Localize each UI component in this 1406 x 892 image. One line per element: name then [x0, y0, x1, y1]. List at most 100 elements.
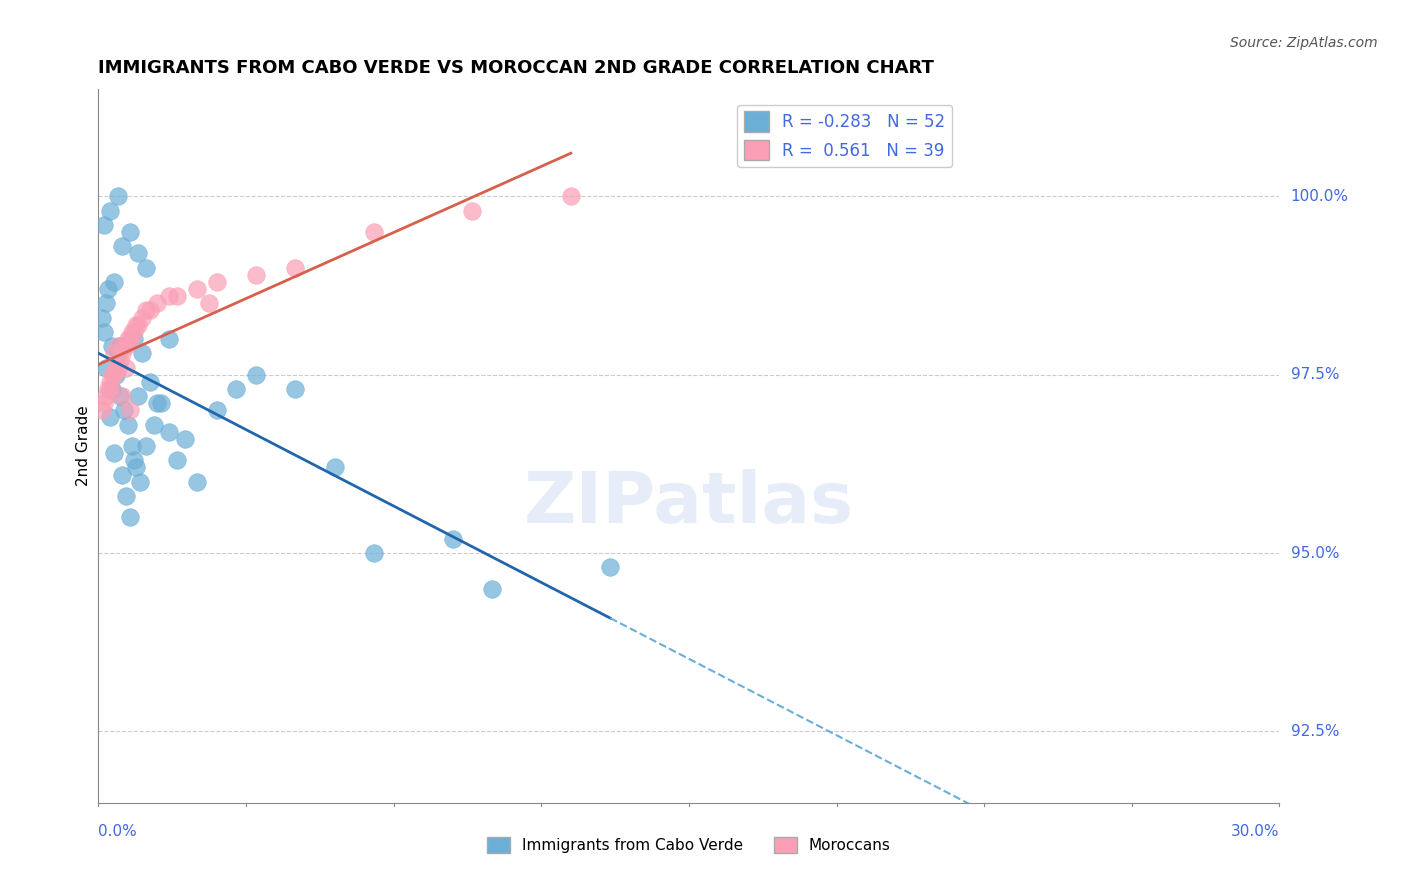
- Point: [118, 403, 141, 417]
- Point: [166, 453, 188, 467]
- Point: [93, 396, 115, 410]
- Point: [284, 382, 307, 396]
- Point: [107, 346, 129, 360]
- Point: [98, 375, 121, 389]
- Point: [121, 439, 143, 453]
- Point: [107, 360, 129, 375]
- Point: [96, 389, 118, 403]
- Point: [101, 339, 124, 353]
- Point: [115, 339, 138, 353]
- Point: [101, 368, 124, 382]
- Point: [97, 282, 120, 296]
- Point: [117, 332, 139, 346]
- Point: [91, 310, 114, 325]
- Legend: Immigrants from Cabo Verde, Moroccans: Immigrants from Cabo Verde, Moroccans: [481, 831, 897, 859]
- Point: [98, 382, 121, 396]
- Point: [111, 467, 134, 482]
- Point: [157, 332, 180, 346]
- Point: [91, 403, 114, 417]
- Text: Source: ZipAtlas.com: Source: ZipAtlas.com: [1230, 36, 1378, 50]
- Point: [103, 346, 125, 360]
- Point: [174, 432, 197, 446]
- Point: [103, 275, 125, 289]
- Text: 0.0%: 0.0%: [98, 824, 138, 839]
- Point: [284, 260, 307, 275]
- Point: [122, 332, 145, 346]
- Point: [125, 460, 148, 475]
- Point: [135, 303, 157, 318]
- Point: [98, 410, 121, 425]
- Point: [323, 460, 346, 475]
- Point: [118, 510, 141, 524]
- Point: [197, 296, 219, 310]
- Point: [461, 203, 484, 218]
- Text: IMMIGRANTS FROM CABO VERDE VS MOROCCAN 2ND GRADE CORRELATION CHART: IMMIGRANTS FROM CABO VERDE VS MOROCCAN 2…: [98, 59, 935, 77]
- Point: [157, 425, 180, 439]
- Point: [115, 360, 138, 375]
- Point: [205, 403, 228, 417]
- Text: ZIPatlas: ZIPatlas: [524, 468, 853, 538]
- Text: 95.0%: 95.0%: [1291, 546, 1339, 560]
- Point: [245, 368, 267, 382]
- Point: [117, 417, 139, 432]
- Point: [127, 318, 149, 332]
- Point: [560, 189, 582, 203]
- Point: [138, 375, 160, 389]
- Point: [111, 389, 134, 403]
- Point: [150, 396, 173, 410]
- Point: [93, 325, 115, 339]
- Point: [112, 339, 135, 353]
- Point: [93, 218, 115, 232]
- Point: [97, 382, 120, 396]
- Point: [363, 225, 385, 239]
- Point: [118, 225, 141, 239]
- Point: [135, 439, 157, 453]
- Point: [105, 360, 128, 375]
- Point: [225, 382, 247, 396]
- Point: [108, 339, 131, 353]
- Point: [96, 296, 118, 310]
- Point: [115, 489, 138, 503]
- Point: [135, 260, 157, 275]
- Point: [101, 382, 124, 396]
- Point: [121, 325, 143, 339]
- Text: 100.0%: 100.0%: [1291, 189, 1348, 203]
- Point: [146, 296, 169, 310]
- Point: [166, 289, 188, 303]
- Point: [107, 189, 129, 203]
- Point: [98, 203, 121, 218]
- Point: [441, 532, 464, 546]
- Point: [205, 275, 228, 289]
- Point: [103, 368, 125, 382]
- Point: [146, 396, 169, 410]
- Point: [186, 475, 208, 489]
- Point: [105, 368, 128, 382]
- Point: [111, 239, 134, 253]
- Point: [122, 453, 145, 467]
- Text: 30.0%: 30.0%: [1232, 824, 1279, 839]
- Point: [127, 389, 149, 403]
- Point: [128, 475, 150, 489]
- Point: [107, 339, 129, 353]
- Point: [103, 446, 125, 460]
- Point: [138, 303, 160, 318]
- Point: [157, 289, 180, 303]
- Point: [245, 268, 267, 282]
- Point: [142, 417, 165, 432]
- Text: 92.5%: 92.5%: [1291, 724, 1339, 739]
- Point: [363, 546, 385, 560]
- Point: [108, 389, 131, 403]
- Point: [122, 325, 145, 339]
- Point: [131, 346, 153, 360]
- Point: [108, 353, 131, 368]
- Point: [112, 403, 135, 417]
- Y-axis label: 2nd Grade: 2nd Grade: [76, 406, 91, 486]
- Text: 97.5%: 97.5%: [1291, 368, 1339, 382]
- Point: [127, 246, 149, 260]
- Point: [599, 560, 621, 574]
- Point: [111, 346, 134, 360]
- Point: [186, 282, 208, 296]
- Point: [481, 582, 503, 596]
- Point: [125, 318, 148, 332]
- Point: [131, 310, 153, 325]
